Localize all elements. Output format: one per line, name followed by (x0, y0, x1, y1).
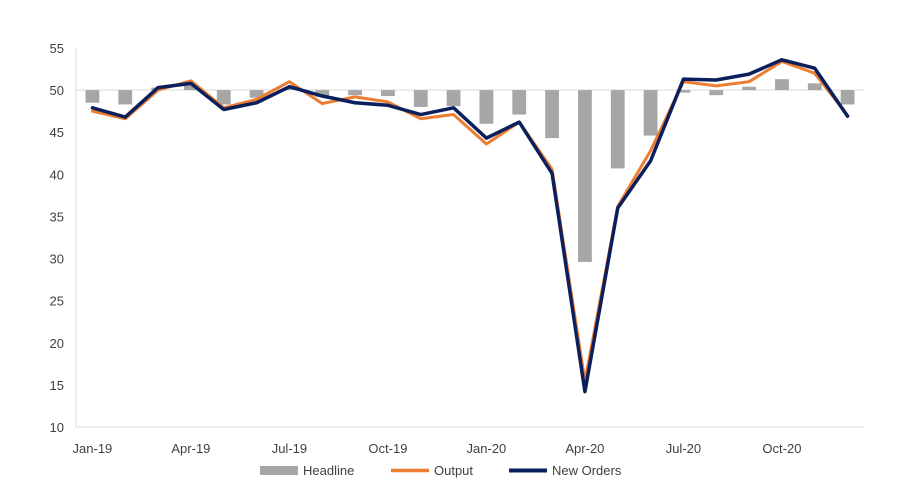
legend: Headline Output New Orders (260, 463, 622, 478)
y-tick-label: 50 (50, 83, 64, 98)
y-tick-label: 20 (50, 336, 64, 351)
headline-bar (479, 90, 494, 124)
legend-label-headline: Headline (303, 463, 354, 478)
y-tick-label: 35 (50, 209, 64, 224)
headline-bar (413, 90, 428, 107)
y-tick-label: 30 (50, 252, 64, 267)
headline-bar (775, 79, 789, 91)
legend-swatch-headline (260, 466, 298, 475)
headline-bar (282, 88, 297, 91)
x-axis-tick-labels: Jan-19 Apr-19 Jul-19 Oct-19 Jan-20 Apr-20 Jul-… (73, 441, 802, 456)
headline-bar (348, 90, 362, 96)
plot-area: 10 15 20 25 30 35 40 45 50 55 Jan-19 Apr-19 Jul-19 O… (50, 41, 864, 456)
headline-bar (85, 90, 100, 103)
headline-bar (118, 90, 133, 105)
headline-bar (610, 90, 625, 169)
headline-bar (545, 90, 559, 139)
headline-bars (85, 79, 855, 262)
headline-bar (249, 90, 264, 98)
x-tick-label: Jan-19 (73, 441, 113, 456)
headline-bar (216, 90, 231, 105)
output-line (90, 59, 850, 384)
headline-bar (807, 83, 822, 91)
legend-label-new-orders: New Orders (552, 463, 622, 478)
headline-bar (446, 90, 461, 107)
headline-bar (381, 90, 395, 97)
y-tick-label: 40 (50, 167, 64, 182)
x-tick-label: Jan-20 (467, 441, 507, 456)
headline-bar (578, 90, 592, 262)
y-tick-label: 10 (50, 420, 64, 435)
x-tick-label: Oct-19 (368, 441, 407, 456)
y-axis-tick-labels: 10 15 20 25 30 35 40 45 50 55 (50, 41, 64, 435)
x-tick-label: Jul-20 (666, 441, 701, 456)
headline-bar (315, 90, 330, 97)
x-tick-label: Oct-20 (762, 441, 801, 456)
x-tick-label: Apr-20 (565, 441, 604, 456)
y-tick-label: 45 (50, 125, 64, 140)
headline-bar (709, 90, 724, 96)
new-orders-line (90, 58, 850, 394)
headline-bar (512, 90, 527, 115)
headline-bar (676, 90, 691, 93)
headline-bar (840, 90, 855, 105)
y-tick-label: 25 (50, 294, 64, 309)
headline-bar (742, 86, 756, 91)
series-lines (90, 58, 850, 394)
headline-bar (643, 90, 658, 136)
x-tick-label: Jul-19 (272, 441, 307, 456)
legend-label-output: Output (434, 463, 473, 478)
y-tick-label: 55 (50, 41, 64, 56)
x-tick-label: Apr-19 (171, 441, 210, 456)
headline-bar (184, 85, 198, 91)
y-tick-label: 15 (50, 378, 64, 393)
